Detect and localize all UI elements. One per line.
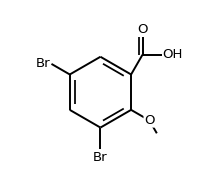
Text: OH: OH <box>163 48 183 61</box>
Text: O: O <box>137 23 148 36</box>
Text: O: O <box>144 114 155 127</box>
Text: Br: Br <box>36 57 50 70</box>
Text: Br: Br <box>93 151 108 164</box>
